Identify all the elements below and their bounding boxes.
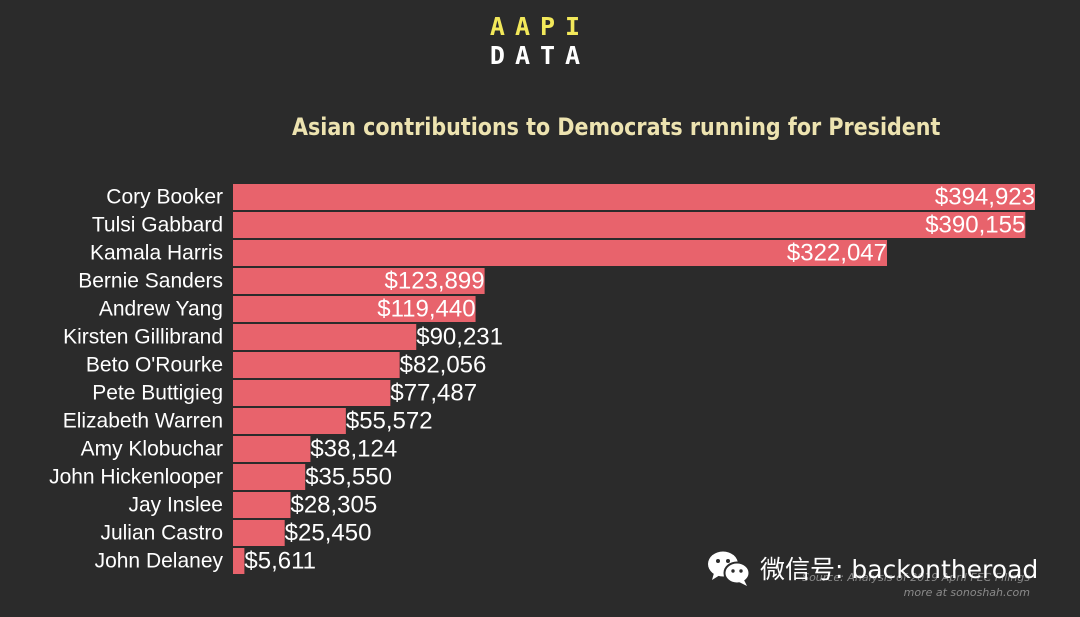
bar-amy-klobuchar xyxy=(233,436,311,462)
source-line: Source: Analysis of 2019 April FEC Filin… xyxy=(802,571,1030,584)
wechat-icon xyxy=(708,551,751,586)
category-label-beto-o-rourke: Beto O'Rourke xyxy=(86,354,223,377)
category-label-kirsten-gillibrand: Kirsten Gillibrand xyxy=(63,326,223,349)
bar-bernie-sanders xyxy=(233,268,485,294)
category-label-andrew-yang: Andrew Yang xyxy=(99,298,223,321)
value-label-elizabeth-warren: $55,572 xyxy=(346,408,433,435)
category-label-john-delaney: John Delaney xyxy=(95,550,224,573)
category-label-pete-buttigieg: Pete Buttigieg xyxy=(92,382,223,405)
logo-line-2: DATA xyxy=(489,41,591,70)
bar-john-hickenlooper xyxy=(233,464,306,490)
category-label-elizabeth-warren: Elizabeth Warren xyxy=(63,410,223,433)
category-label-bernie-sanders: Bernie Sanders xyxy=(78,270,223,293)
value-label-john-delaney: $5,611 xyxy=(244,548,316,575)
value-label-kamala-harris: $322,047 xyxy=(787,240,887,267)
bar-cory-booker xyxy=(233,184,1035,210)
watermark-text: 微信号: backontheroad xyxy=(760,555,1039,584)
category-label-jay-inslee: Jay Inslee xyxy=(128,494,223,517)
value-label-kirsten-gillibrand: $90,231 xyxy=(416,324,503,351)
value-label-jay-inslee: $28,305 xyxy=(290,492,377,519)
category-label-cory-booker: Cory Booker xyxy=(106,186,223,209)
value-label-tulsi-gabbard: $390,155 xyxy=(925,212,1025,239)
category-label-kamala-harris: Kamala Harris xyxy=(90,242,223,265)
bar-pete-buttigieg xyxy=(233,380,391,406)
watermark: 微信号: backontheroad xyxy=(706,548,1038,588)
bar-kamala-harris xyxy=(233,240,888,266)
value-label-cory-booker: $394,923 xyxy=(935,184,1035,211)
value-label-julian-castro: $25,450 xyxy=(285,520,372,547)
chart-title: Asian contributions to Democrats running… xyxy=(292,113,941,141)
bar-tulsi-gabbard xyxy=(233,212,1026,238)
logo-line-1: AAPI xyxy=(489,12,591,41)
bar-beto-o-rourke xyxy=(233,352,400,378)
source-note: Source: Analysis of 2019 April FEC Filin… xyxy=(780,570,1030,600)
bar-julian-castro xyxy=(233,520,285,546)
bar-andrew-yang xyxy=(233,296,476,322)
bar-john-delaney xyxy=(233,548,245,574)
value-label-beto-o-rourke: $82,056 xyxy=(400,352,487,379)
bar-elizabeth-warren xyxy=(233,408,346,434)
value-label-amy-klobuchar: $38,124 xyxy=(310,436,397,463)
aapi-data-logo: AAPI DATA xyxy=(0,12,1080,70)
value-label-pete-buttigieg: $77,487 xyxy=(390,380,477,407)
category-label-julian-castro: Julian Castro xyxy=(100,522,223,545)
category-label-tulsi-gabbard: Tulsi Gabbard xyxy=(92,214,223,237)
value-label-john-hickenlooper: $35,550 xyxy=(305,464,392,491)
category-label-amy-klobuchar: Amy Klobuchar xyxy=(81,438,223,461)
bar-jay-inslee xyxy=(233,492,291,518)
value-label-andrew-yang: $119,440 xyxy=(377,296,475,323)
value-label-bernie-sanders: $123,899 xyxy=(385,268,485,295)
bar-kirsten-gillibrand xyxy=(233,324,417,350)
source-link: more at sonoshah.com xyxy=(903,586,1030,599)
category-label-john-hickenlooper: John Hickenlooper xyxy=(49,466,223,489)
